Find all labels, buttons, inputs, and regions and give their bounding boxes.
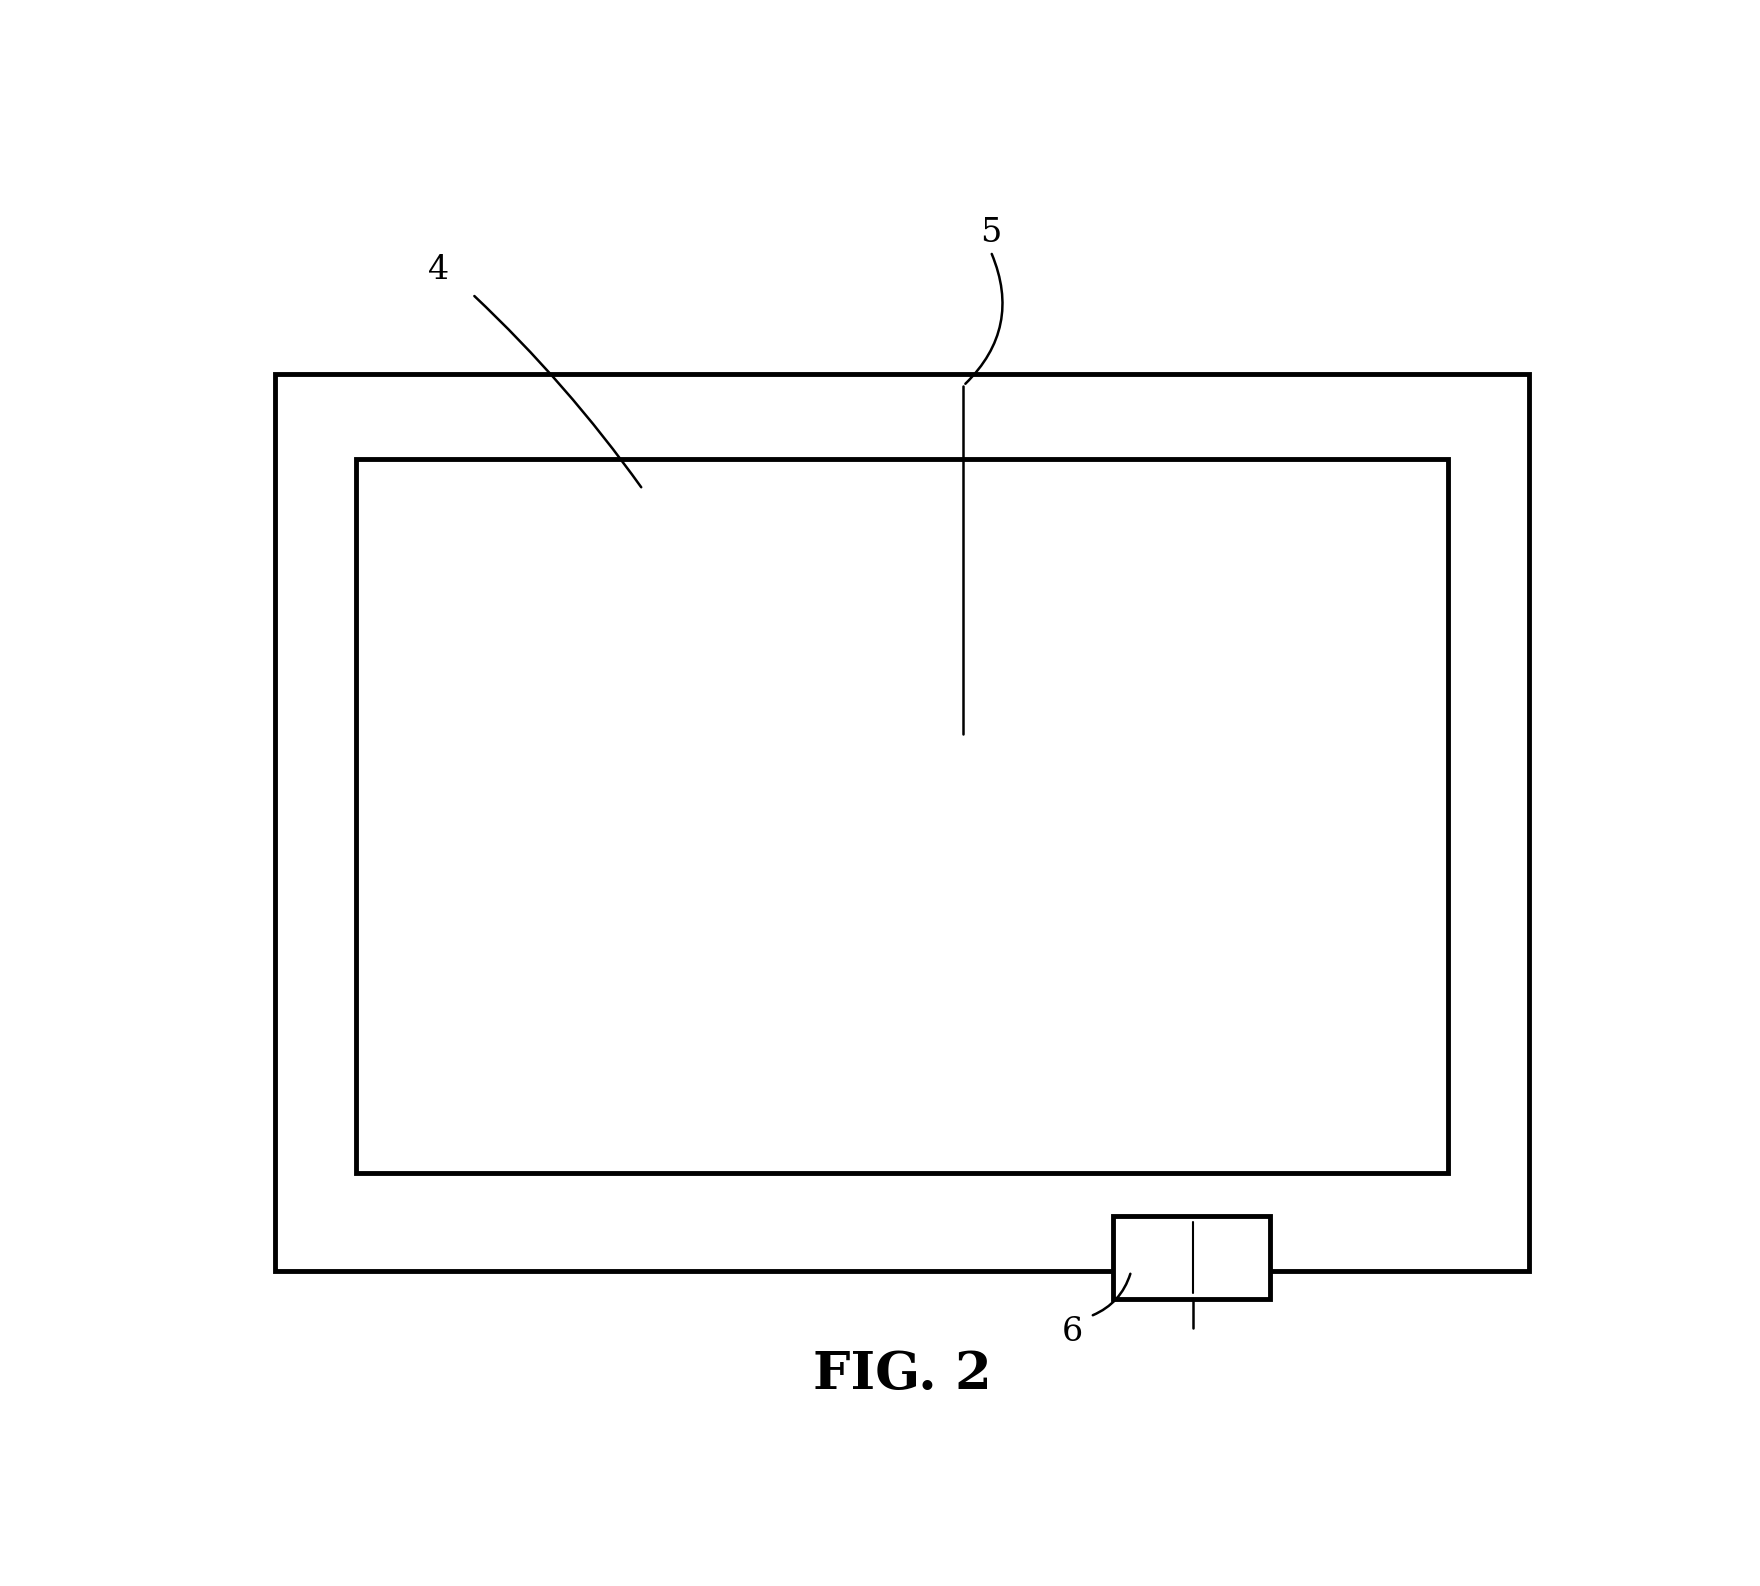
- Text: FIG. 2: FIG. 2: [813, 1350, 991, 1400]
- Text: 5: 5: [980, 217, 1001, 249]
- Text: 6: 6: [1061, 1316, 1082, 1348]
- Bar: [275, 373, 1529, 1270]
- Text: 4: 4: [428, 254, 449, 285]
- Bar: [357, 458, 1448, 1174]
- Bar: [1114, 1216, 1271, 1299]
